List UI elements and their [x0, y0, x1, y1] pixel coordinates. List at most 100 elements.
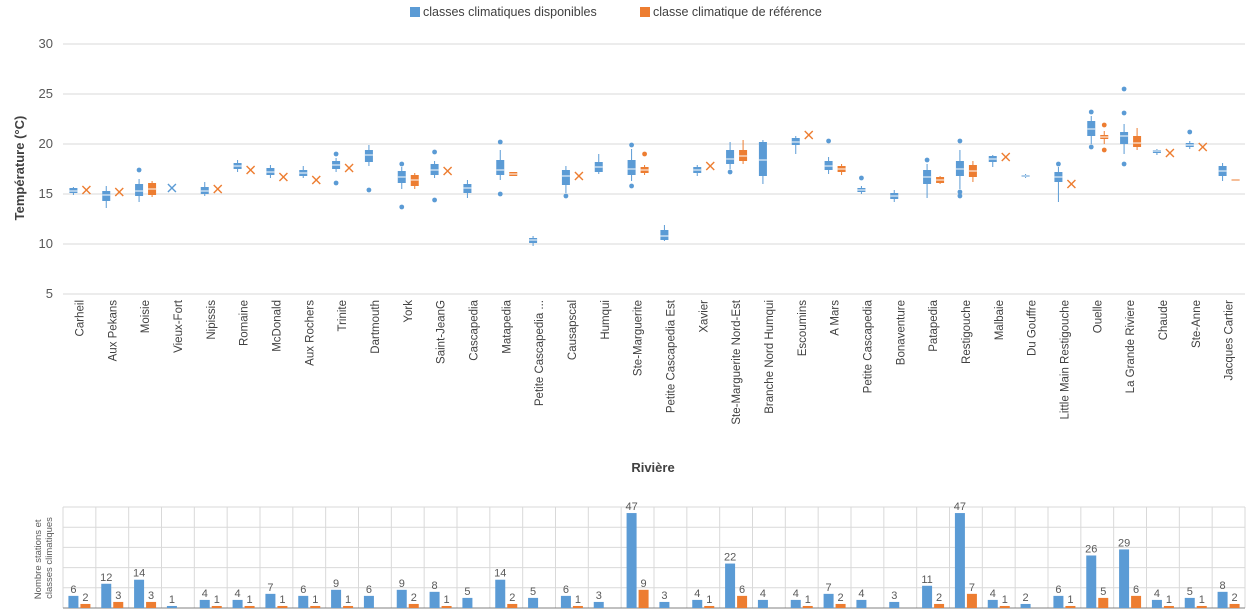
- top-x-axis-categories: Carheil Aux Pekans Moisie Vieux-Fort Nipissi…: [74, 299, 1235, 424]
- legend-label-available: classes climatiques disponibles: [423, 5, 597, 19]
- box-reference-27: [968, 161, 977, 182]
- box-available-2: [135, 167, 144, 202]
- bar-value-label: 1: [805, 594, 811, 606]
- box-reference-19: [705, 161, 715, 171]
- category-label: La Grande Riviere: [1125, 300, 1137, 393]
- bar-available: [528, 597, 539, 608]
- bar-available: [1053, 595, 1064, 608]
- bar-available: [429, 591, 440, 608]
- box-reference-13: [509, 172, 518, 176]
- category-label: Petite Cascapedia Est: [665, 299, 677, 413]
- category-label: Chaude: [1158, 300, 1170, 340]
- bar-value-label: 3: [596, 590, 602, 602]
- box-reference-10: [410, 173, 419, 189]
- bar-value-label: 1: [247, 594, 253, 606]
- category-label: Petite Cascapedia: [862, 299, 874, 393]
- bar-available: [1217, 591, 1228, 608]
- bar-value-label: 1: [444, 594, 450, 606]
- outlier-point: [399, 161, 405, 167]
- box-reference-20: [739, 140, 748, 164]
- marker-cross-b: [705, 161, 715, 171]
- category-label: Ouelle: [1092, 300, 1104, 333]
- box-available-32: [1120, 86, 1129, 167]
- bar-available: [68, 595, 79, 608]
- category-label: Trinite: [337, 300, 349, 332]
- top-gridlines: [63, 43, 1245, 295]
- box-available-10: [397, 161, 406, 210]
- bar-value-label: 5: [1100, 586, 1106, 598]
- bar-available: [1086, 555, 1097, 608]
- box-available-30: [1054, 161, 1063, 202]
- box-reference-30: [1066, 179, 1076, 189]
- box-available-15: [561, 166, 570, 199]
- bar-value-label: 1: [1199, 594, 1205, 606]
- box-reference-8: [344, 163, 354, 173]
- bar-available: [692, 599, 703, 608]
- box-body: [496, 160, 505, 175]
- box-reference-1: [114, 187, 124, 197]
- category-label: Petite Cascapedia ...: [534, 300, 546, 406]
- category-label: Cascapedia: [468, 299, 480, 360]
- bar-value-label: 3: [891, 590, 897, 602]
- bar-value-label: 3: [115, 590, 121, 602]
- outlier-point: [1056, 161, 1061, 167]
- box-available-35: [1218, 163, 1227, 181]
- box-available-13: [496, 139, 505, 197]
- category-label: Aux Rochers: [304, 300, 316, 366]
- bar-value-label: 9: [399, 578, 405, 590]
- bar-available: [1184, 597, 1195, 608]
- outlier-point: [432, 197, 437, 203]
- marker-cross-b: [246, 165, 256, 175]
- category-label: Branche Nord Humqui: [764, 300, 776, 414]
- box-available-5: [233, 160, 242, 172]
- box-available-19: [693, 165, 702, 176]
- category-label: Humqui: [600, 300, 612, 340]
- bar-value-label: 4: [793, 588, 799, 600]
- outlier-point: [399, 204, 405, 210]
- box-body: [627, 160, 636, 175]
- marker-cross-b: [1066, 179, 1076, 189]
- bar-value-label: 1: [1166, 594, 1172, 606]
- bar-value-label: 6: [563, 584, 569, 596]
- bar-value-label: 9: [333, 578, 339, 590]
- bottom-bars: [68, 513, 1240, 608]
- box-available-7: [299, 166, 308, 178]
- bar-reference: [211, 605, 222, 608]
- box-available-27: [955, 138, 964, 199]
- marker-cross-b: [81, 185, 91, 195]
- box-available-25: [890, 190, 899, 202]
- box-available-22: [791, 136, 800, 154]
- box-available-34: [1185, 129, 1194, 149]
- bar-value-label: 2: [411, 592, 417, 604]
- bar-value-label: 5: [530, 586, 536, 598]
- bar-value-label: 6: [70, 584, 76, 596]
- bar-reference: [244, 605, 255, 608]
- bar-value-label: 1: [279, 594, 285, 606]
- bar-available: [101, 583, 112, 608]
- category-label: Moisie: [140, 300, 152, 333]
- bar-value-label: 1: [169, 594, 175, 606]
- bar-value-label: 9: [641, 578, 647, 590]
- bar-reference: [638, 589, 649, 608]
- bar-value-label: 11: [921, 574, 932, 586]
- box-reference-26: [936, 176, 945, 184]
- legend-swatch-reference: [640, 7, 650, 17]
- outlier-point: [333, 151, 339, 157]
- bar-available: [856, 599, 867, 608]
- bar-available: [331, 589, 342, 608]
- category-label: Restigouche: [961, 300, 973, 364]
- outlier-point: [136, 167, 142, 173]
- box-available-33: [1152, 149, 1161, 155]
- box-available-6: [266, 165, 275, 178]
- box-body: [758, 142, 767, 176]
- bar-value-label: 2: [82, 592, 88, 604]
- bar-reference: [310, 605, 321, 608]
- bar-available: [199, 599, 210, 608]
- category-label: Ste-Marguerite: [633, 300, 645, 376]
- bar-available: [987, 599, 998, 608]
- bar-value-label: 1: [214, 594, 220, 606]
- bar-value-label: 4: [858, 588, 864, 600]
- marker-cross-b: [278, 172, 288, 182]
- box-reference-32: [1133, 128, 1142, 150]
